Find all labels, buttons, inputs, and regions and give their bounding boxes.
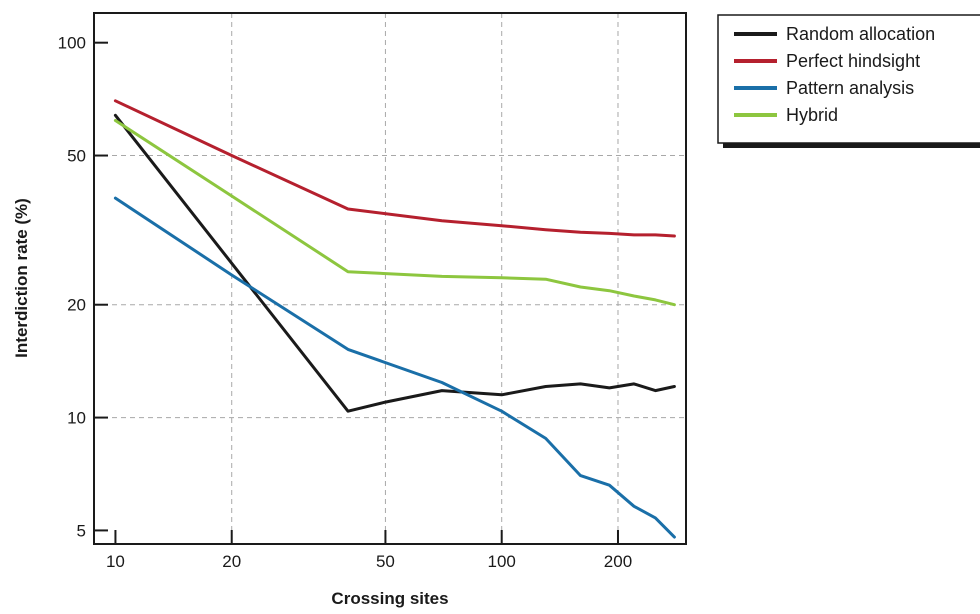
y-tick-label: 10 bbox=[67, 409, 86, 428]
x-tick-label: 10 bbox=[106, 552, 125, 571]
legend: Random allocation Perfect hindsight Patter… bbox=[717, 14, 980, 148]
y-tick-label: 50 bbox=[67, 147, 86, 166]
x-tick-label: 200 bbox=[604, 552, 632, 571]
series-layer bbox=[113, 99, 676, 539]
series-line-perfect-hindsight bbox=[113, 99, 676, 238]
grid-lines bbox=[94, 13, 686, 544]
legend-label-random-allocation: Random allocation bbox=[786, 24, 935, 44]
y-tick-label: 100 bbox=[58, 34, 86, 53]
y-axis-title: Interdiction rate (%) bbox=[12, 198, 31, 358]
legend-box bbox=[717, 14, 980, 144]
x-axis-title: Crossing sites bbox=[331, 589, 448, 608]
plot-frame bbox=[93, 12, 687, 545]
y-tick-label: 20 bbox=[67, 296, 86, 315]
x-tick-label: 20 bbox=[222, 552, 241, 571]
legend-label-perfect-hindsight: Perfect hindsight bbox=[786, 51, 920, 71]
series-line-pattern-analysis bbox=[113, 196, 676, 539]
x-tick-label: 100 bbox=[488, 552, 516, 571]
y-tick-label: 5 bbox=[77, 521, 86, 540]
series-line-hybrid bbox=[113, 119, 676, 307]
legend-label-hybrid: Hybrid bbox=[786, 105, 838, 125]
series-line-random-allocation bbox=[113, 113, 676, 413]
x-tick-label: 50 bbox=[376, 552, 395, 571]
axis-ticks: 10 20 50 100 200 5 10 20 50 100 bbox=[58, 34, 633, 571]
legend-label-pattern-analysis: Pattern analysis bbox=[786, 78, 914, 98]
